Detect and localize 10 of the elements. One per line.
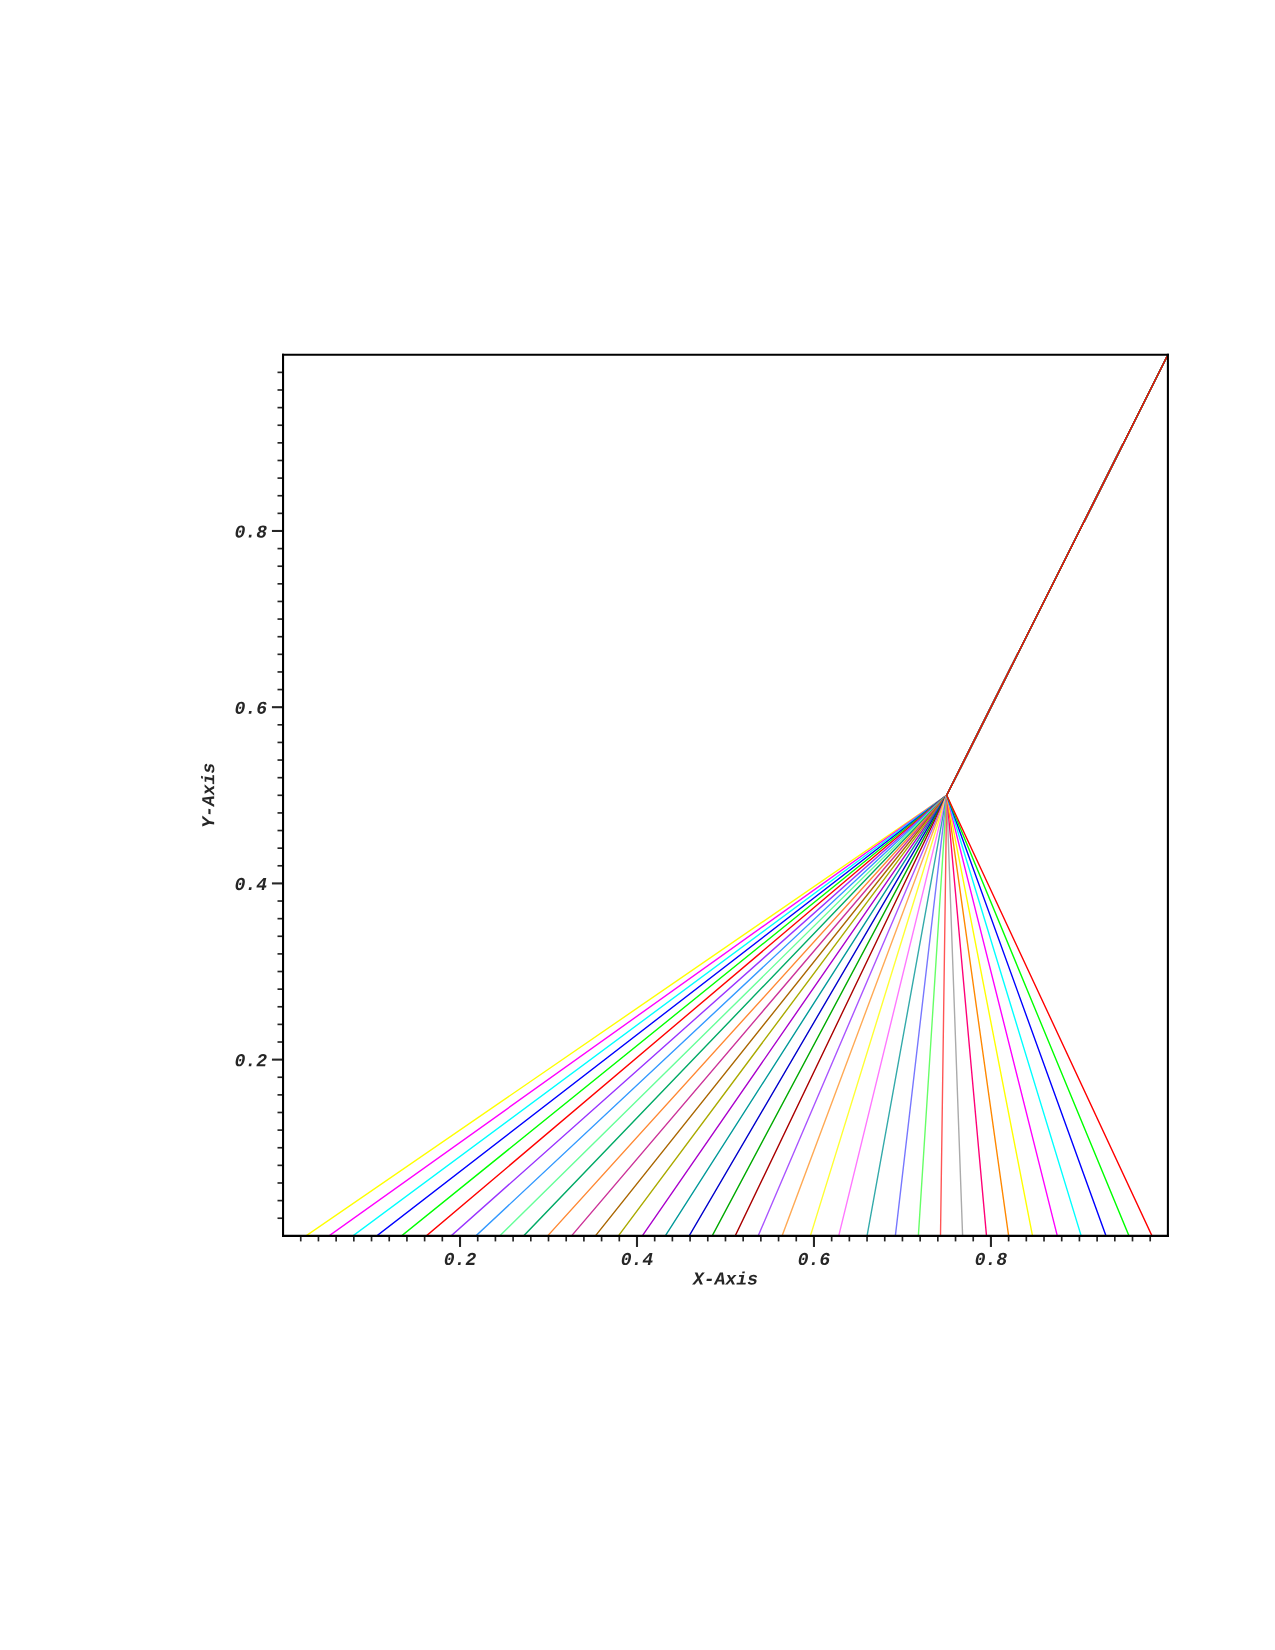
x-axis-title: X-Axis <box>692 1271 758 1285</box>
x-tick-label: 0.4 <box>621 1252 653 1266</box>
y-axis-title: Y-Axis <box>201 763 215 827</box>
y-tick-label: 0.2 <box>235 1054 267 1067</box>
y-tick-label: 0.4 <box>235 877 267 891</box>
x-tick-label: 0.8 <box>975 1252 1007 1266</box>
x-tick-label: 0.6 <box>798 1252 830 1266</box>
x-tick-label: 0.2 <box>444 1252 476 1266</box>
y-tick-label: 0.6 <box>235 701 267 714</box>
y-tick-label: 0.8 <box>235 525 267 538</box>
